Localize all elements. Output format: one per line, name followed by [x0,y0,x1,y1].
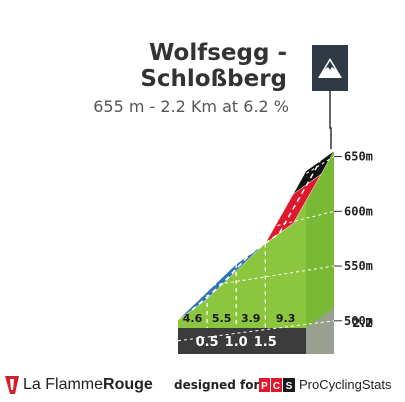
climb-name-line2: Schloßberg [140,66,287,92]
climb-name-line1: Wolfsegg - [148,40,287,66]
km-marker-label-0: 0.5 [196,335,219,350]
laflammerouge-wordmark: La FlammeRouge [23,376,153,394]
segment-gradient-label-1: 5.5 [212,312,232,325]
procyclingstats-name: ProCyclingStats [299,377,392,392]
elevation-tick-label-1: 600m [344,204,373,218]
km-marker-label-1: 1.0 [225,335,248,350]
pcs-badge-s: S [286,381,293,392]
segment-gradient-label-2: 3.9 [241,312,261,325]
climb-summary: 655 m - 2.2 Km at 6.2 % [93,97,289,116]
distance-base-strip [178,328,306,354]
elevation-gridline-1 [254,210,335,232]
elevation-tick-label-3: 500m [344,314,373,328]
designed-for-label: designed for [174,378,260,392]
elevation-tick-label-2: 550m [344,259,373,273]
end-distance-label: 2.2 [352,316,373,330]
flame-flag-icon [5,376,19,394]
profile-side-face [306,151,334,328]
pcs-badge-p: P [261,381,268,392]
brand-light: La Flamme [23,376,104,393]
climb-title: Wolfsegg - Schloßberg [27,40,287,92]
mountain-summit-icon [312,45,348,91]
summit-pointer-line [329,91,332,150]
segment-gradient-label-0: 4.6 [183,312,203,325]
km-marker-label-2: 1.5 [254,335,277,350]
segment-gradient-label-3: 9.3 [276,312,296,325]
profile-front-face [178,171,306,328]
laflammerouge-logo: La FlammeRouge [4,375,153,395]
pcs-badge-c: C [273,381,280,392]
elevation-gridline-3 [177,320,335,342]
brand-bold: Rouge [103,376,153,393]
pcs-badge: P C S [259,378,295,392]
profile-top-strip-3 [292,150,335,195]
elevation-tick-label-0: 650m [344,150,373,164]
elevation-gridline-0 [301,156,335,177]
